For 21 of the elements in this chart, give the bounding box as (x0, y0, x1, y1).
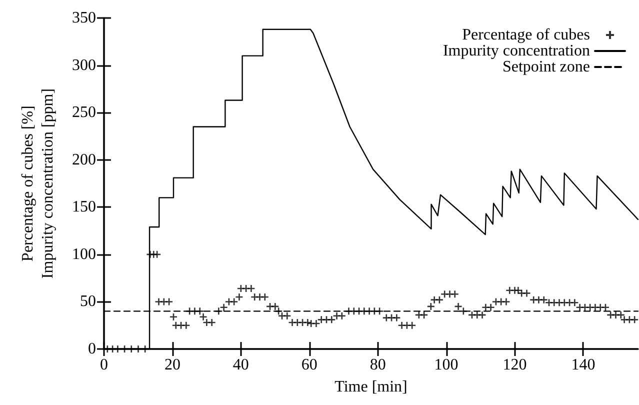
x-tick-label: 0 (100, 356, 108, 374)
y-tick-label: 300 (72, 56, 96, 74)
x-tick-label: 80 (370, 356, 386, 374)
x-tick-label: 140 (571, 356, 596, 374)
legend-label: Setpoint zone (502, 58, 590, 76)
x-tick-label: 120 (502, 356, 527, 374)
y-axis-title: Percentage of cubes [%] Impurity concentration [ppm] (20, 88, 56, 279)
legend-label: Impurity concentration (442, 42, 590, 60)
y-tick-label: 250 (72, 104, 96, 122)
y-tick-label: 350 (72, 10, 96, 26)
y-tick-label: 200 (72, 151, 96, 168)
y-tick-label: 0 (88, 340, 96, 358)
x-tick-label: 20 (164, 356, 180, 374)
y-tick-label: 150 (72, 198, 96, 216)
x-tick-label: 60 (301, 356, 318, 374)
x-axis-title: Time [min] (334, 378, 408, 396)
x-tick-label: 100 (434, 356, 458, 374)
y-tick-label: 50 (80, 293, 96, 310)
x-tick-label: 40 (232, 356, 249, 374)
legend-label: Percentage of cubes (462, 26, 590, 44)
y-tick-label: 100 (72, 246, 96, 263)
